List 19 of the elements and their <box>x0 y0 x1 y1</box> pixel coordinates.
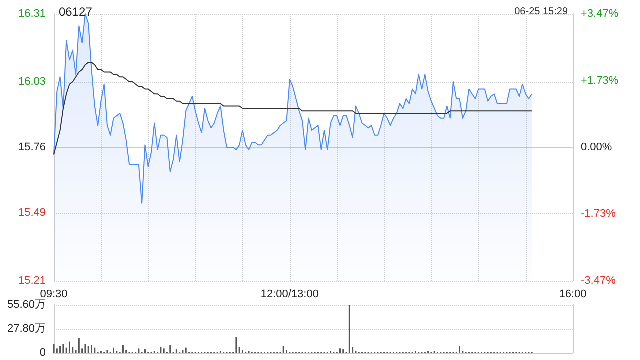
chart-subtitle: 06-25 15:29 <box>514 6 568 18</box>
y-tick-label: 15.76 <box>18 142 46 154</box>
y-tick-label: 55.60万 <box>7 299 46 311</box>
x-tick-label: 09:30 <box>40 288 68 300</box>
y2-tick-label: +1.73% <box>581 74 619 87</box>
y-tick-label: 15.49 <box>18 207 46 220</box>
y2-tick-label: 0.00% <box>581 142 612 154</box>
y2-tick-label: +3.47% <box>581 8 619 20</box>
y-tick-label: 16.03 <box>18 76 46 88</box>
y-tick-label: 16.31 <box>18 8 46 20</box>
chart-title: 06127 <box>59 5 93 19</box>
y-tick-label: 0 <box>40 347 46 359</box>
y2-tick-label: -1.73% <box>581 208 616 220</box>
y2-tick-label: -3.47% <box>581 275 616 287</box>
y-tick-label: 15.21 <box>18 275 46 287</box>
x-tick-label: 16:00 <box>559 288 587 300</box>
x-tick-label: 12:00/13:00 <box>260 288 319 300</box>
y-tick-label: 27.80万 <box>7 323 46 335</box>
line-series <box>54 62 533 156</box>
